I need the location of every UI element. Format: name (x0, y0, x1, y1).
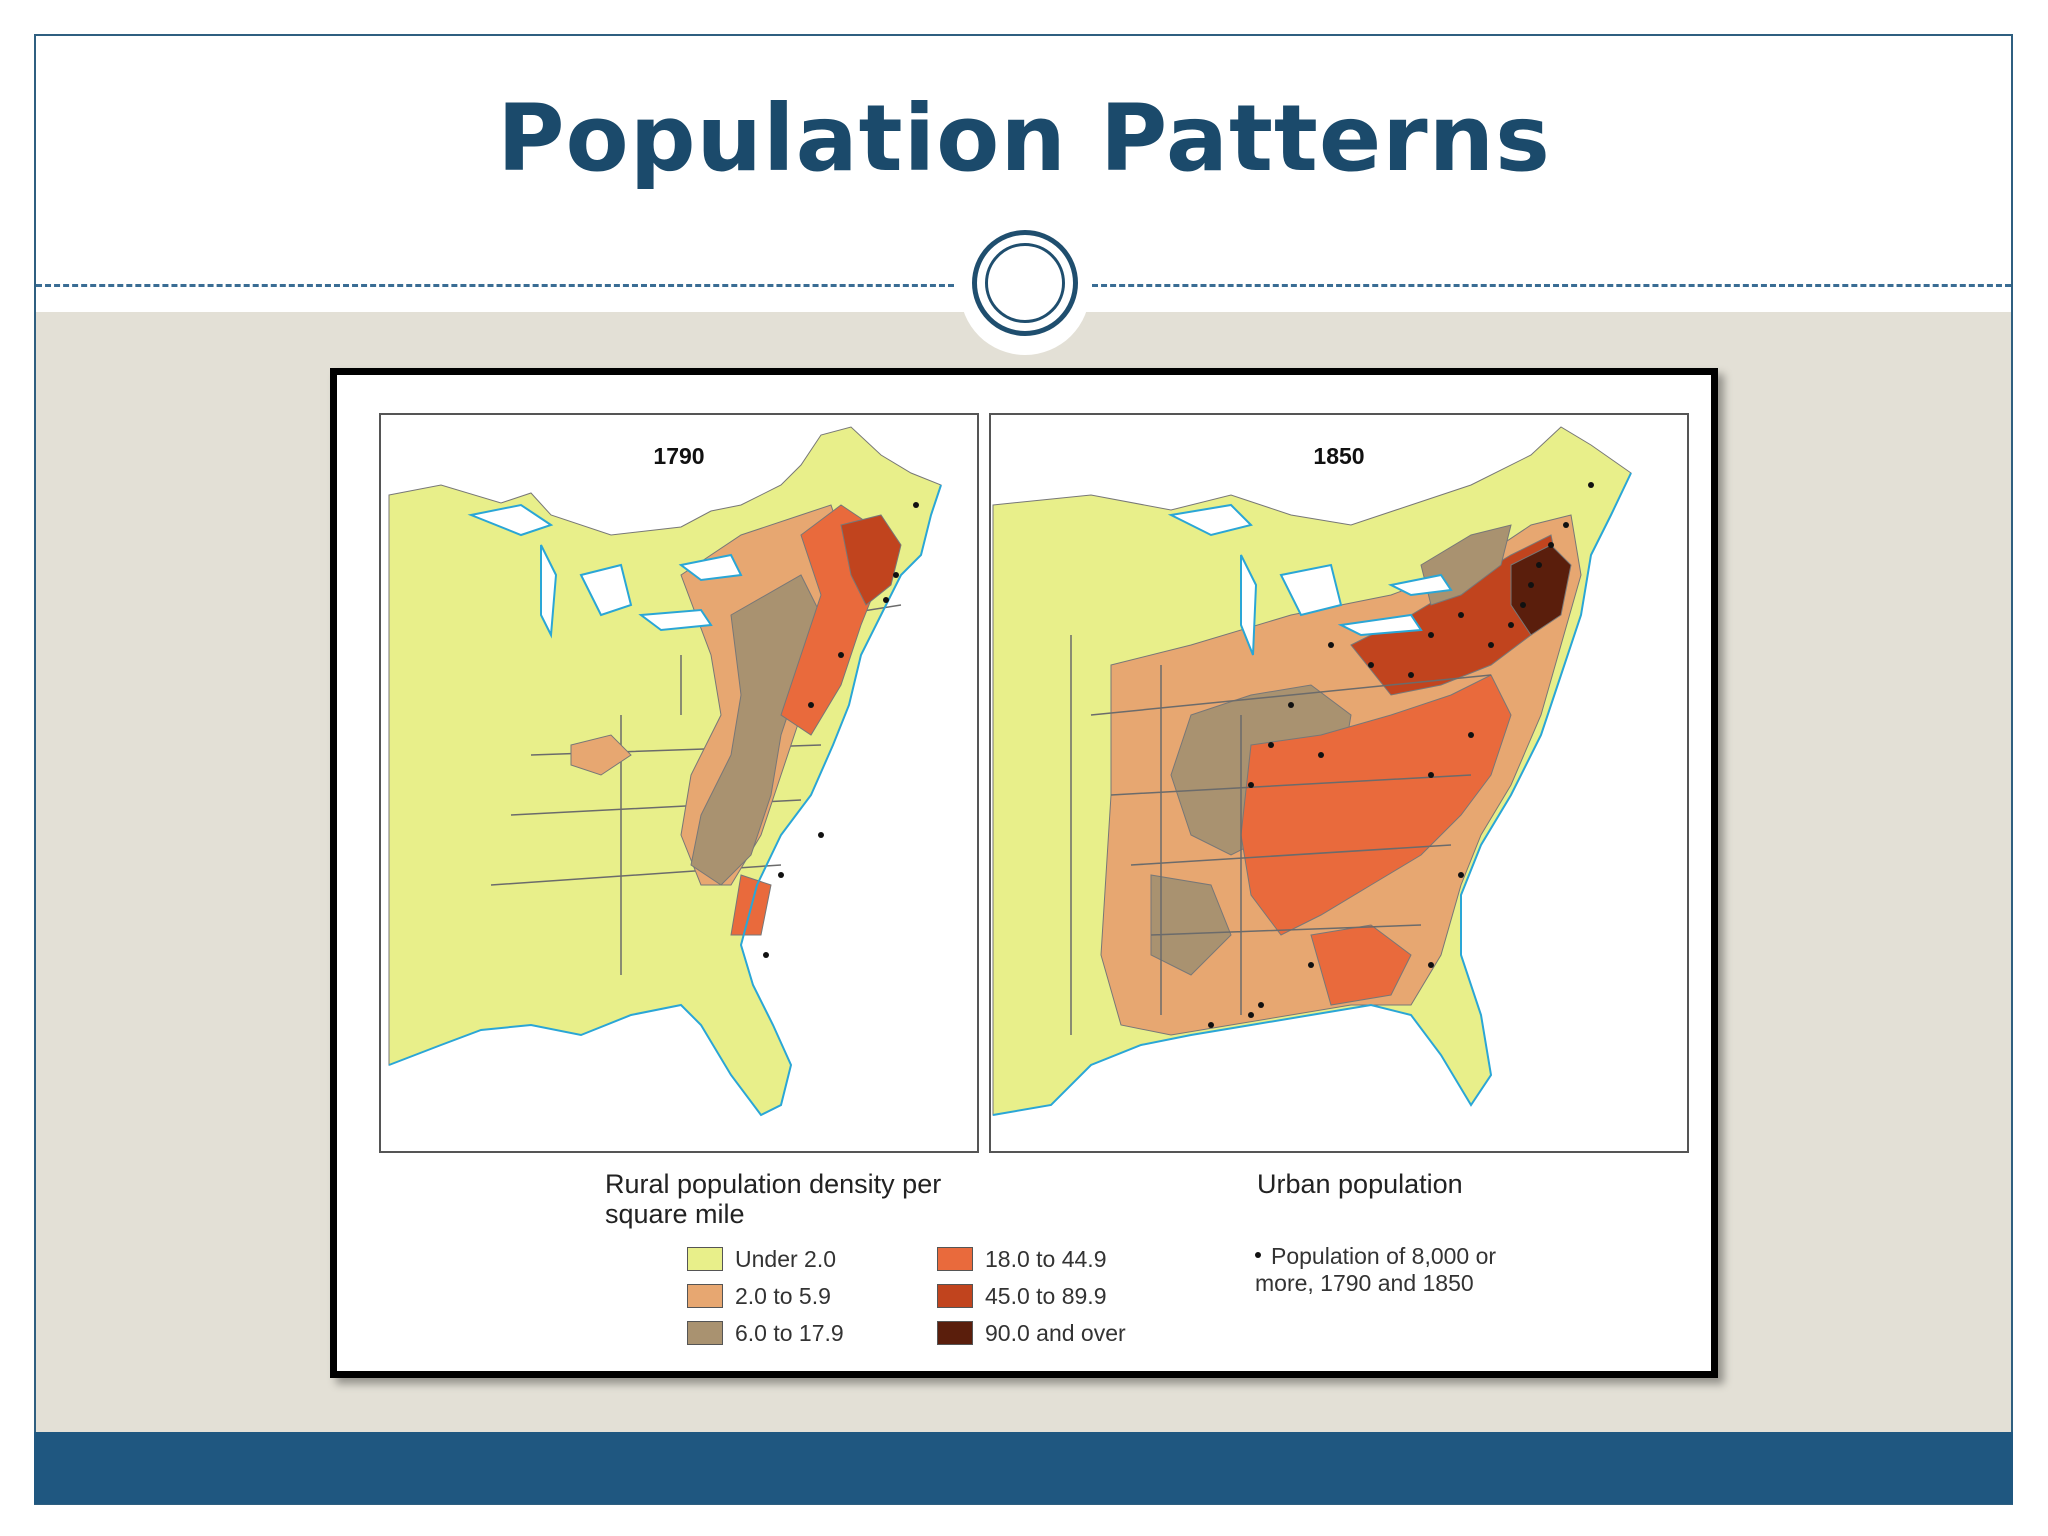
urban-markers-1790 (763, 502, 919, 958)
title-divider-right (1092, 284, 2011, 287)
great-lakes-1850 (1167, 503, 1453, 656)
legend-swatch (687, 1247, 723, 1271)
divider-circle-inner-ring (985, 243, 1065, 323)
legend-label: 18.0 to 44.9 (985, 1245, 1107, 1272)
urban-dot-icon (1255, 1251, 1261, 1258)
state-borders-1850 (1070, 635, 1492, 1035)
legend-item-18-to-44.9: 18.0 to 44.9 (937, 1245, 1107, 1273)
density-2-to-5.9-kentucky-1790 (570, 734, 632, 776)
legend-label: Under 2.0 (735, 1245, 837, 1272)
rural-density-legend-heading: Rural population density per square mile (605, 1169, 942, 1229)
great-lakes-1790 (467, 503, 743, 639)
urban-markers-1850 (1208, 482, 1594, 1028)
map-1850: 1850 (989, 413, 1689, 1153)
slide-title: Population Patterns (497, 85, 1551, 192)
density-45-to-89.9-1790 (840, 514, 902, 606)
legend-label: 2.0 to 5.9 (735, 1282, 831, 1309)
legend-label: 90.0 and over (985, 1319, 1126, 1346)
legend-label: 45.0 to 89.9 (985, 1282, 1107, 1309)
legend-item-45-to-89.9: 45.0 to 89.9 (937, 1282, 1107, 1310)
legend-swatch (687, 1284, 723, 1308)
coastline-1850 (992, 472, 1632, 1116)
legend-item-under-2: Under 2.0 (687, 1245, 836, 1273)
coastline-1790 (388, 484, 942, 1117)
map-year-label-1790: 1790 (653, 443, 705, 469)
title-divider-left (36, 284, 954, 287)
legend-swatch (687, 1321, 723, 1345)
legend-item-6-to-17.9: 6.0 to 17.9 (687, 1319, 844, 1347)
legend-item-2-to-5.9: 2.0 to 5.9 (687, 1282, 831, 1310)
urban-note-text: Population of 8,000 or more, 1790 and 18… (1255, 1243, 1497, 1296)
legend-swatch (937, 1284, 973, 1308)
legend-swatch (937, 1247, 973, 1271)
density-6-to-17.9-south-1850 (1150, 874, 1232, 976)
footer-accent-band (34, 1432, 2013, 1504)
legend-label: 6.0 to 17.9 (735, 1319, 844, 1346)
map-1790: 1790 (379, 413, 979, 1153)
density-18-to-44.9-1850 (1240, 674, 1512, 936)
legend-swatch (937, 1321, 973, 1345)
legend-item-90-and-over: 90.0 and over (937, 1319, 1126, 1347)
map-1850-drawing (992, 426, 1632, 1116)
map-1790-drawing (388, 426, 942, 1117)
divider-circle-ornament (972, 230, 1078, 336)
population-maps-figure: 1790 (330, 368, 1718, 1378)
map-year-label-1850: 1850 (1313, 443, 1365, 469)
urban-population-note: Population of 8,000 or more, 1790 and 18… (1255, 1243, 1555, 1297)
urban-population-legend-heading: Urban population (1257, 1169, 1463, 1199)
